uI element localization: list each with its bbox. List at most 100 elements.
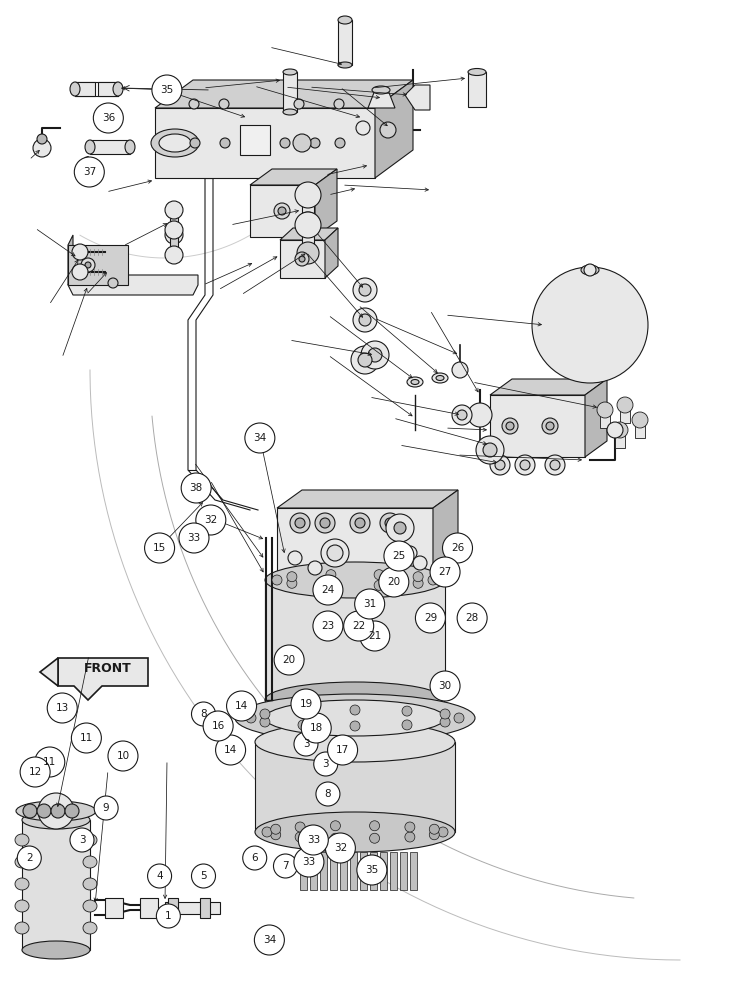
Circle shape	[38, 793, 74, 829]
Ellipse shape	[159, 134, 191, 152]
Circle shape	[295, 822, 305, 832]
Ellipse shape	[283, 109, 297, 115]
Ellipse shape	[255, 812, 455, 852]
Ellipse shape	[265, 700, 445, 736]
Circle shape	[48, 693, 77, 723]
Polygon shape	[140, 898, 158, 918]
Circle shape	[165, 226, 183, 244]
Bar	[338, 20, 352, 65]
Circle shape	[357, 855, 386, 885]
Circle shape	[328, 735, 357, 765]
Text: 24: 24	[321, 585, 335, 595]
Bar	[600, 410, 610, 428]
Circle shape	[291, 689, 321, 719]
Text: 6: 6	[251, 853, 258, 863]
Polygon shape	[68, 275, 198, 295]
Ellipse shape	[407, 377, 423, 387]
Circle shape	[293, 134, 311, 152]
Circle shape	[192, 702, 215, 726]
Text: 5: 5	[200, 871, 207, 881]
Text: 11: 11	[43, 757, 56, 767]
Ellipse shape	[283, 69, 297, 75]
Circle shape	[370, 821, 380, 831]
Circle shape	[374, 580, 384, 590]
Circle shape	[413, 556, 427, 570]
Polygon shape	[68, 245, 128, 285]
Bar	[410, 852, 417, 890]
Circle shape	[316, 782, 340, 806]
Circle shape	[262, 827, 272, 837]
Circle shape	[294, 99, 304, 109]
Ellipse shape	[22, 941, 90, 959]
Circle shape	[545, 455, 565, 475]
Circle shape	[35, 747, 64, 777]
Ellipse shape	[16, 801, 96, 821]
Bar	[98, 82, 118, 96]
Circle shape	[542, 418, 558, 434]
Bar	[170, 230, 178, 255]
Bar	[620, 405, 630, 423]
Circle shape	[72, 723, 101, 753]
Circle shape	[440, 717, 450, 727]
Text: 9: 9	[102, 803, 110, 813]
Circle shape	[278, 207, 286, 215]
Circle shape	[454, 713, 464, 723]
Text: FRONT: FRONT	[84, 662, 132, 674]
Circle shape	[350, 721, 360, 731]
Ellipse shape	[22, 811, 90, 829]
Circle shape	[219, 99, 229, 109]
Circle shape	[274, 854, 297, 878]
Circle shape	[385, 518, 395, 528]
Circle shape	[546, 422, 554, 430]
Ellipse shape	[113, 82, 123, 96]
Circle shape	[326, 570, 336, 580]
Bar	[250, 185, 315, 237]
Text: 14: 14	[235, 701, 248, 711]
Bar	[280, 240, 325, 278]
Text: 30: 30	[438, 681, 452, 691]
Bar	[330, 852, 337, 890]
Bar	[75, 82, 95, 96]
Circle shape	[443, 533, 472, 563]
Circle shape	[148, 864, 171, 888]
Polygon shape	[277, 508, 433, 580]
Bar	[615, 430, 625, 448]
Circle shape	[295, 518, 305, 528]
Text: 10: 10	[116, 751, 130, 761]
Circle shape	[274, 203, 290, 219]
Circle shape	[584, 264, 596, 276]
Circle shape	[330, 821, 340, 831]
Circle shape	[255, 925, 284, 955]
Circle shape	[165, 246, 183, 264]
Ellipse shape	[235, 694, 475, 742]
Circle shape	[182, 473, 211, 503]
Circle shape	[299, 256, 305, 262]
Circle shape	[315, 513, 335, 533]
Bar	[390, 852, 397, 890]
Circle shape	[502, 418, 518, 434]
Circle shape	[51, 804, 65, 818]
Text: 19: 19	[299, 699, 313, 709]
Text: 33: 33	[187, 533, 201, 543]
Circle shape	[350, 513, 370, 533]
Text: 3: 3	[322, 759, 329, 769]
Text: 27: 27	[438, 567, 452, 577]
Circle shape	[476, 436, 504, 464]
Circle shape	[532, 267, 648, 383]
Text: 35: 35	[160, 85, 173, 95]
Circle shape	[108, 278, 118, 288]
Circle shape	[190, 138, 200, 148]
Circle shape	[368, 348, 382, 362]
Circle shape	[458, 603, 487, 633]
Text: 16: 16	[212, 721, 225, 731]
Circle shape	[353, 278, 377, 302]
Bar	[283, 72, 297, 112]
Circle shape	[227, 691, 256, 721]
Ellipse shape	[83, 900, 97, 912]
Circle shape	[452, 362, 468, 378]
Text: 38: 38	[190, 483, 203, 493]
Polygon shape	[325, 228, 338, 278]
Circle shape	[321, 539, 349, 567]
Circle shape	[108, 741, 138, 771]
Ellipse shape	[255, 722, 455, 762]
